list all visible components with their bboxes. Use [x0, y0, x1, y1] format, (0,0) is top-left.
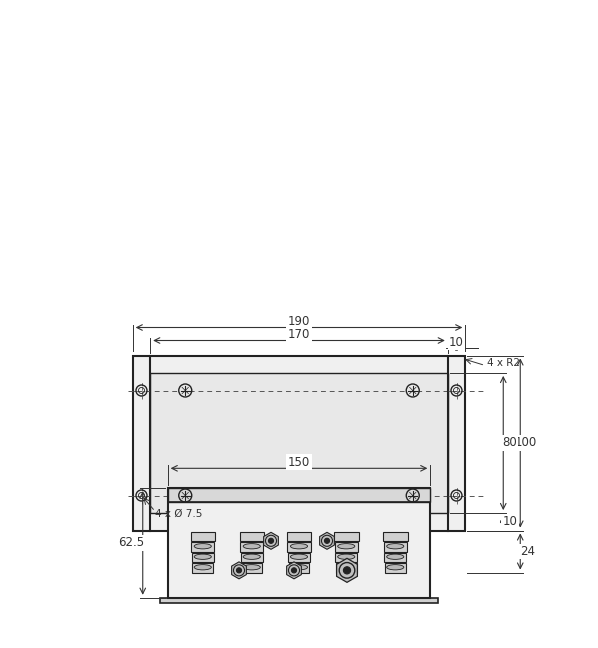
Bar	[288, 542, 310, 551]
Ellipse shape	[338, 544, 355, 549]
Ellipse shape	[387, 544, 404, 549]
Ellipse shape	[194, 544, 211, 549]
Bar	[336, 563, 356, 572]
Circle shape	[236, 568, 242, 573]
Text: 4 x Ø 7.5: 4 x Ø 7.5	[155, 509, 203, 518]
Bar	[288, 553, 310, 562]
Bar	[287, 531, 311, 541]
Bar	[133, 356, 465, 531]
Text: 190: 190	[288, 315, 310, 328]
Bar	[334, 531, 358, 541]
Bar	[383, 531, 407, 541]
Bar	[191, 542, 215, 551]
Ellipse shape	[194, 564, 211, 570]
Bar	[240, 542, 263, 551]
Bar	[150, 373, 448, 513]
Bar	[168, 489, 430, 597]
Text: 100: 100	[515, 437, 538, 450]
Polygon shape	[320, 532, 334, 550]
Polygon shape	[286, 562, 301, 579]
Ellipse shape	[194, 554, 211, 559]
Polygon shape	[231, 562, 246, 579]
Ellipse shape	[338, 554, 355, 559]
Ellipse shape	[291, 554, 307, 559]
Text: 4 x R2: 4 x R2	[487, 358, 520, 369]
Bar	[241, 553, 263, 562]
Circle shape	[269, 538, 273, 544]
Text: 150: 150	[288, 456, 310, 469]
Circle shape	[291, 568, 297, 573]
Bar	[240, 531, 264, 541]
Ellipse shape	[338, 564, 355, 570]
Bar	[289, 563, 309, 572]
Ellipse shape	[387, 554, 404, 559]
Bar	[335, 553, 357, 562]
Ellipse shape	[243, 564, 260, 570]
Ellipse shape	[291, 544, 307, 549]
Text: 24: 24	[520, 545, 535, 558]
Ellipse shape	[243, 554, 260, 559]
Ellipse shape	[387, 564, 404, 570]
Text: 80: 80	[502, 437, 517, 450]
Polygon shape	[264, 532, 278, 550]
Bar	[193, 563, 213, 572]
Text: 170: 170	[288, 328, 310, 341]
Ellipse shape	[243, 544, 260, 549]
Text: 10: 10	[449, 336, 464, 349]
Bar	[191, 531, 215, 541]
Bar	[192, 553, 213, 562]
Bar	[335, 542, 358, 551]
Ellipse shape	[291, 564, 307, 570]
Bar	[160, 597, 438, 603]
Text: 62.5: 62.5	[118, 537, 144, 550]
Text: 10: 10	[503, 515, 518, 528]
Bar	[385, 563, 405, 572]
Polygon shape	[337, 559, 358, 583]
Circle shape	[325, 538, 329, 544]
Circle shape	[343, 567, 350, 574]
Bar	[242, 563, 262, 572]
Bar	[168, 489, 430, 502]
Bar	[385, 553, 406, 562]
Bar	[383, 542, 407, 551]
